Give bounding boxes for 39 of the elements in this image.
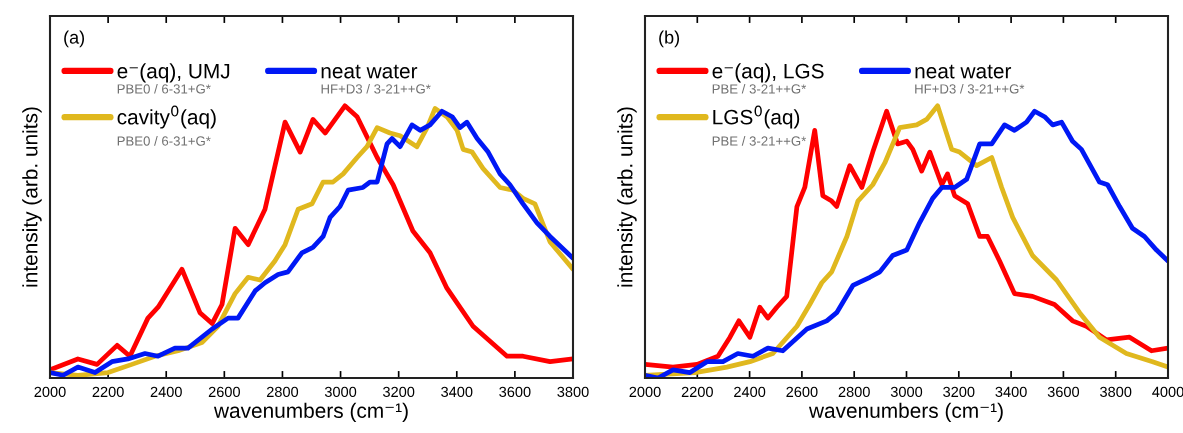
x-tick-label: 2000 (34, 386, 66, 398)
x-tick-label: 2200 (92, 386, 124, 398)
x-tick-label: 4000 (1152, 386, 1183, 398)
x-tick-label: 2600 (786, 386, 818, 398)
x-tick-label: 3400 (995, 386, 1027, 398)
text: PBE / 3-21++G* (712, 83, 807, 94)
text: HF+D3 / 3-21++G* (915, 83, 1025, 94)
annotation: PBE0 / 6-31+G* (117, 136, 211, 146)
y-axis-title: intensity (arb. units) (617, 107, 637, 287)
x-tick-label: 3800 (557, 386, 589, 398)
y-axis-title: intensity (arb. units) (22, 107, 42, 287)
x-tick-label: 3800 (1100, 386, 1132, 398)
x-tick-label: 3600 (499, 386, 531, 398)
x-tick-label: 2400 (150, 386, 182, 398)
legend-label: e⁻(aq), LGS (712, 63, 824, 83)
x-tick-label: 3200 (383, 386, 415, 398)
legend-label: neat water (915, 64, 1012, 79)
x-tick-label: 2200 (681, 386, 713, 398)
text: HF+D3 / 3-21++G* (321, 83, 431, 94)
legend-label: LGS$^{0}$(aq) (713, 105, 800, 129)
x-tick-label: 2800 (266, 386, 299, 398)
text: (a) (64, 30, 85, 48)
x-tick-label: 2600 (208, 386, 240, 398)
text: (b) (659, 30, 680, 48)
x-tick-label: 3600 (1047, 386, 1080, 398)
legend-label: neat water (321, 64, 418, 79)
legend-label: e⁻(aq), UMJ (117, 63, 230, 83)
x-axis-title: wavenumbers (cm⁻¹) (213, 402, 408, 423)
annotation: PBE / 3-21++G* (712, 136, 807, 146)
x-tick-label: 3200 (943, 386, 975, 398)
x-tick-label: 2400 (734, 386, 766, 398)
text: PBE0 / 6-31+G* (117, 83, 211, 94)
x-axis-title: wavenumbers (cm⁻¹) (808, 402, 1003, 423)
x-tick-label: 2000 (629, 386, 661, 398)
x-tick-label: 2800 (838, 386, 870, 398)
x-tick-label: 3400 (441, 386, 473, 398)
legend-label: cavity$^{0}$(aq) (117, 105, 216, 129)
x-tick-label: 3000 (324, 386, 357, 398)
x-tick-label: 3000 (890, 386, 923, 398)
